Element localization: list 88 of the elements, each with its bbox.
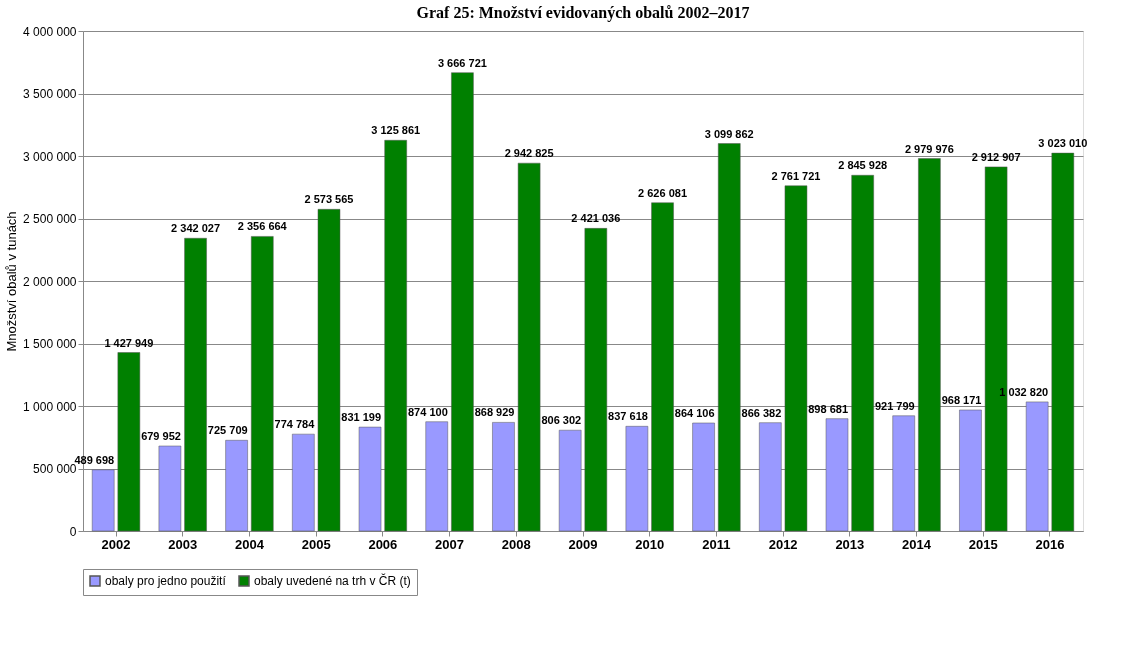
y-tick-label: 1 000 000 — [23, 399, 77, 414]
x-tick-label: 2016 — [1035, 536, 1065, 552]
data-label: 868 929 — [474, 406, 515, 419]
x-tick-label: 2005 — [301, 536, 331, 552]
y-tick-label: 0 — [69, 524, 77, 539]
data-label: 2 979 976 — [904, 142, 954, 155]
bar — [292, 433, 315, 532]
data-label: 2 342 027 — [171, 222, 221, 235]
data-label: 1 427 949 — [104, 336, 154, 349]
data-label: 2 573 565 — [304, 193, 354, 206]
bar — [384, 140, 407, 532]
data-label: 866 382 — [741, 406, 782, 419]
data-label: 3 125 861 — [371, 124, 421, 137]
bar — [851, 175, 874, 532]
data-label: 2 356 664 — [237, 220, 288, 233]
bar — [584, 228, 608, 532]
bar — [517, 162, 541, 532]
x-tick-label: 2014 — [902, 536, 932, 552]
bar — [251, 236, 274, 532]
bar — [91, 469, 115, 532]
y-tick-label: 1 500 000 — [23, 337, 77, 351]
data-label: 489 698 — [74, 453, 115, 466]
data-label: 874 100 — [407, 405, 448, 418]
x-tick-label: 2015 — [968, 536, 998, 552]
bar — [759, 422, 782, 532]
data-label: 2 942 825 — [504, 147, 554, 160]
bar — [892, 415, 915, 532]
data-label: 2 421 036 — [571, 212, 621, 225]
bar — [425, 421, 448, 532]
bar — [718, 143, 741, 532]
bar — [651, 202, 674, 532]
bar — [959, 409, 982, 532]
x-tick-label: 2006 — [368, 536, 398, 552]
x-tick-label: 2011 — [702, 536, 731, 552]
data-label: 774 784 — [274, 418, 316, 431]
data-label: 725 709 — [207, 424, 248, 437]
y-tick-label: 3 500 000 — [23, 87, 77, 101]
data-label: 3 666 721 — [437, 56, 487, 69]
x-tick-label: 2013 — [835, 536, 865, 552]
bar — [825, 418, 849, 532]
x-tick-label: 2007 — [435, 536, 465, 552]
x-tick-label: 2009 — [568, 536, 598, 552]
x-tick-label: 2008 — [501, 536, 531, 552]
data-label: 2 912 907 — [971, 150, 1021, 163]
data-label: 921 799 — [874, 399, 915, 412]
bar — [984, 166, 1008, 532]
x-tick-label: 2002 — [101, 536, 131, 552]
data-label: 968 171 — [941, 393, 982, 406]
y-tick-label: 2 000 000 — [23, 274, 77, 289]
bar — [158, 445, 182, 532]
bar — [117, 352, 141, 532]
y-tick-label: 2 500 000 — [23, 212, 77, 226]
bar — [784, 185, 808, 532]
data-label: 898 681 — [808, 402, 849, 415]
y-tick-label: 500 000 — [33, 462, 77, 476]
x-tick-label: 2010 — [635, 536, 665, 552]
x-tick-label: 2004 — [234, 536, 265, 552]
bar — [184, 238, 207, 532]
data-label: 864 106 — [674, 406, 715, 419]
bar — [1051, 152, 1075, 532]
data-label: 806 302 — [541, 414, 582, 427]
data-label: 831 199 — [341, 411, 382, 424]
y-tick-label: 3 000 000 — [23, 149, 77, 164]
data-label: 3 023 010 — [1038, 137, 1088, 150]
bar — [558, 429, 582, 532]
data-label: 3 099 862 — [704, 127, 754, 140]
bar — [225, 440, 248, 532]
bar — [692, 422, 715, 532]
bar — [317, 209, 341, 532]
data-label: 2 845 928 — [838, 159, 888, 172]
x-tick-label: 2012 — [768, 536, 798, 552]
chart-title: Graf 25: Množství evidovaných obalů 2002–2017 — [416, 4, 750, 22]
data-label: 837 618 — [608, 410, 648, 423]
bar — [451, 72, 474, 532]
y-tick-label: 4 000 000 — [23, 24, 77, 39]
legend-label: obaly uvedené na trh v ČR (t) — [254, 573, 411, 588]
legend-label: obaly pro jedno použití — [105, 574, 227, 588]
bar — [492, 422, 515, 532]
bar — [358, 426, 382, 532]
bar — [1025, 401, 1049, 532]
data-label: 679 952 — [141, 430, 181, 443]
data-label: 2 761 721 — [771, 169, 821, 182]
data-label: 1 032 820 — [999, 385, 1049, 398]
bar — [918, 158, 941, 532]
bar — [625, 426, 649, 532]
x-tick-label: 2003 — [168, 536, 198, 552]
data-label: 2 626 081 — [638, 186, 688, 199]
y-axis-title: Množství obalů v tunách — [4, 211, 20, 352]
